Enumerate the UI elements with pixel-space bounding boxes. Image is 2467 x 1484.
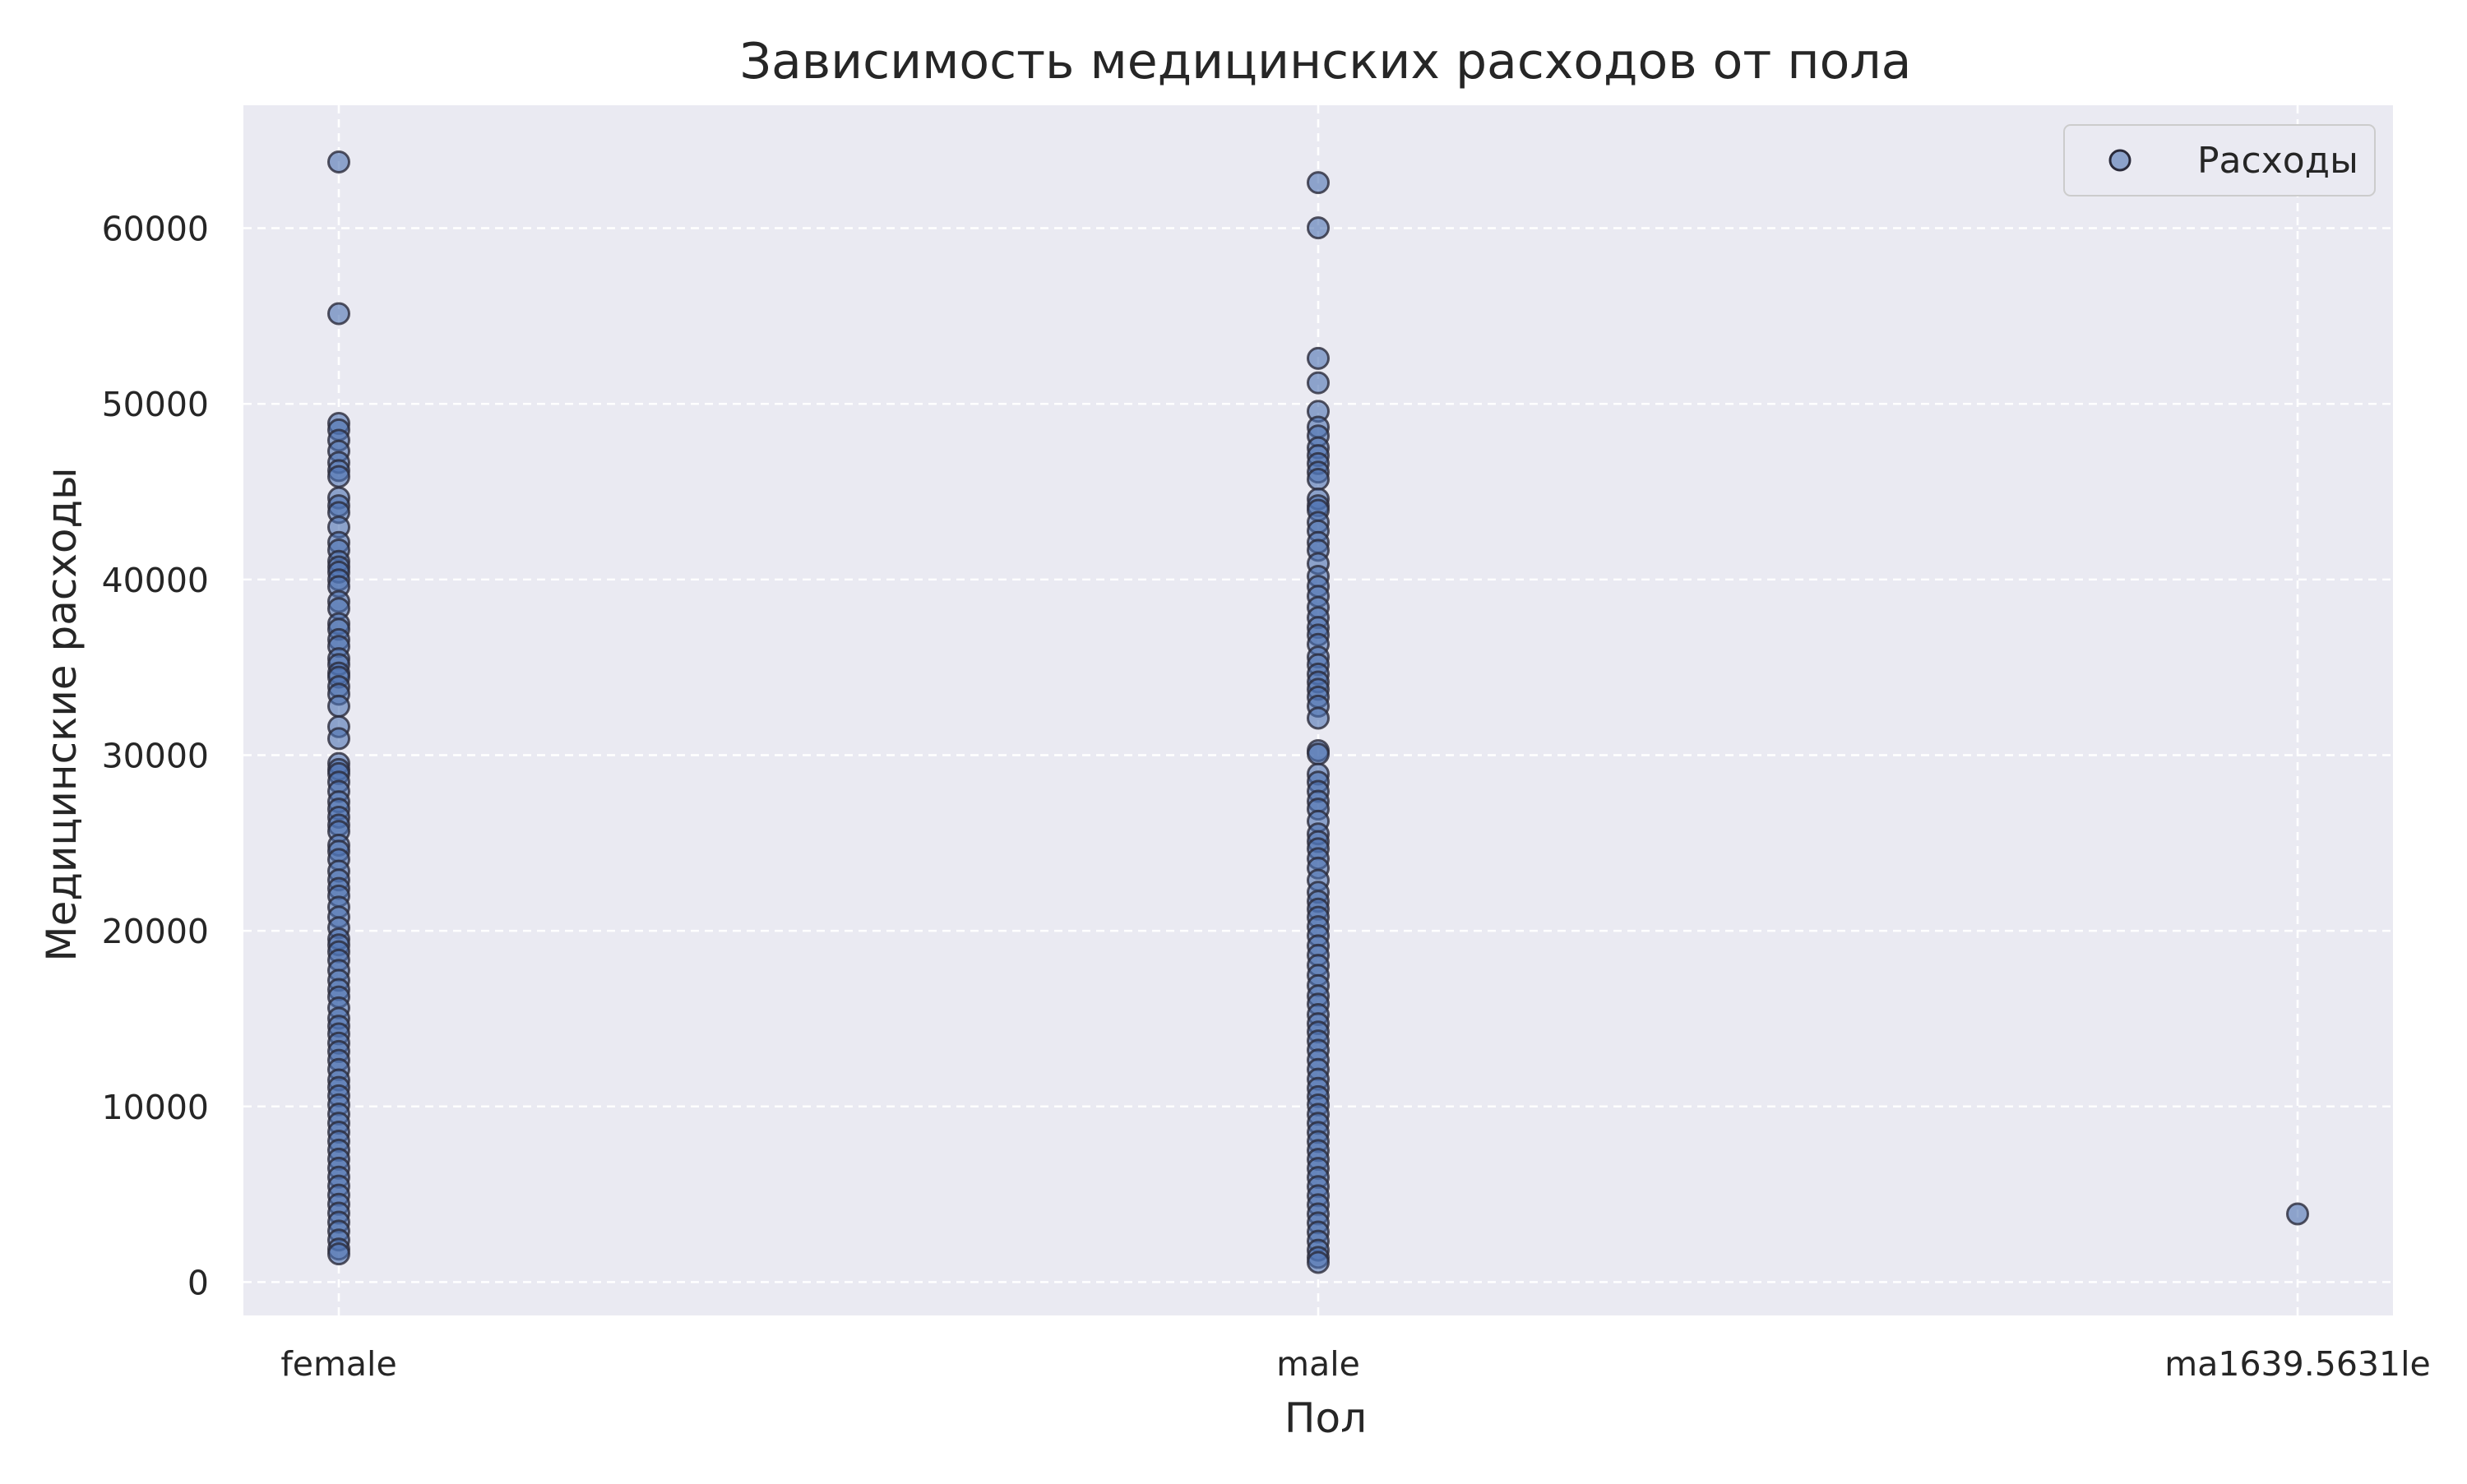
legend-label: Расходы: [2197, 140, 2358, 182]
data-point: [1307, 171, 1330, 195]
y-tick-label: 20000: [102, 912, 209, 951]
y-tick-label: 50000: [102, 385, 209, 424]
data-point: [327, 465, 350, 488]
data-point: [327, 302, 350, 326]
data-point: [1307, 742, 1330, 766]
y-tick-label: 40000: [102, 561, 209, 600]
data-point: [1307, 1251, 1330, 1274]
x-axis-label: Пол: [1284, 1394, 1367, 1442]
y-axis-label: Медицинские расходы: [38, 467, 86, 961]
data-points: [327, 150, 2309, 1274]
data-point: [1307, 371, 1330, 395]
y-tick-label: 30000: [102, 736, 209, 775]
data-point: [327, 727, 350, 751]
x-tick-label: male: [1276, 1344, 1360, 1384]
x-axis-ticks: female male ma1639.5631le: [280, 1344, 2430, 1384]
data-point: [327, 150, 350, 174]
y-tick-label: 60000: [102, 210, 209, 249]
y-axis-ticks: 0 10000 20000 30000 40000 50000 60000: [102, 210, 209, 1303]
data-point: [2286, 1202, 2309, 1226]
data-point: [327, 1242, 350, 1266]
data-point: [1307, 346, 1330, 370]
x-tick-label: female: [280, 1344, 396, 1384]
legend-box: [2063, 124, 2376, 196]
data-point: [1307, 468, 1330, 492]
data-point: [327, 694, 350, 718]
legend: Расходы: [2063, 124, 2376, 196]
chart-title: Зависимость медицинских расходов от пола: [740, 33, 1912, 90]
y-tick-label: 0: [187, 1263, 209, 1302]
y-tick-label: 10000: [102, 1088, 209, 1127]
data-point: [1307, 216, 1330, 240]
legend-marker: [2108, 149, 2131, 172]
x-tick-label: ma1639.5631le: [2164, 1344, 2430, 1384]
data-point: [1307, 706, 1330, 730]
